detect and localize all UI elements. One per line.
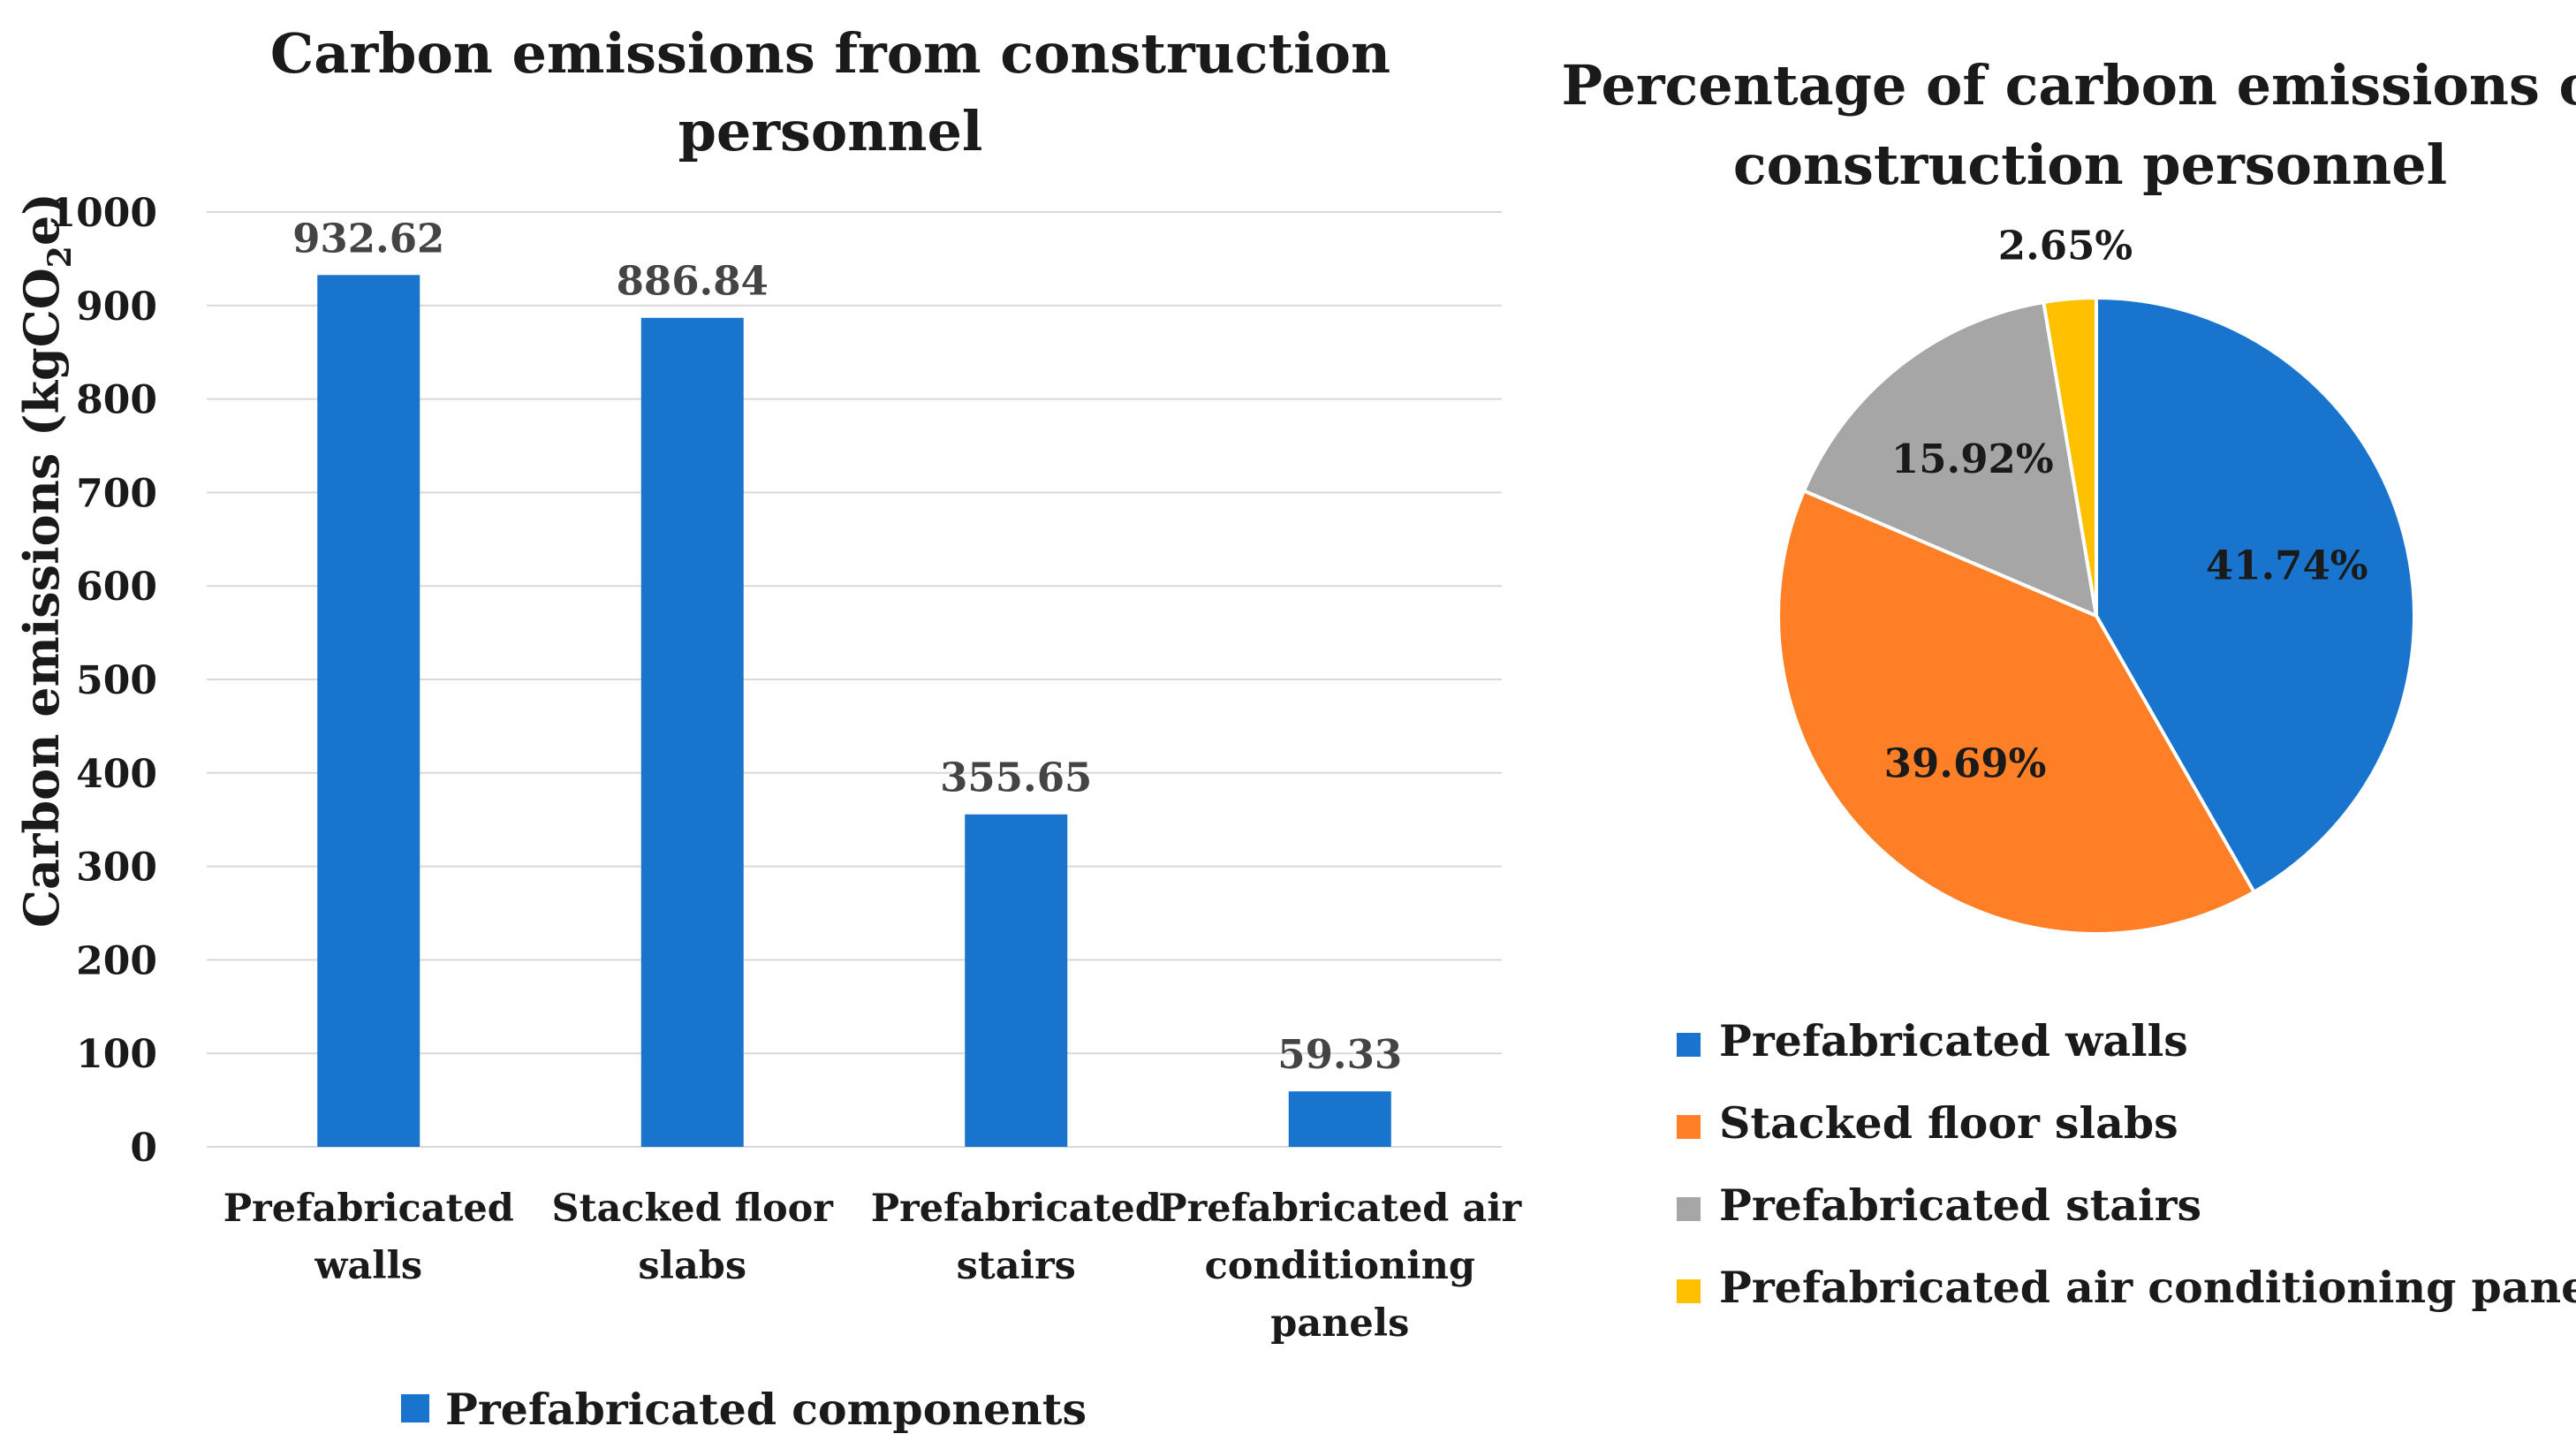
y-tick-label: 500 (76, 658, 157, 703)
x-category-label-line: Prefabricated (224, 1187, 514, 1231)
y-axis-label-subscript: 2 (42, 246, 79, 268)
pie-value-labels: 41.74% 39.69% 15.92% 2.65% (1884, 222, 2368, 786)
bar-data-labels: 932.62 886.84 355.65 59.33 (292, 215, 1402, 1078)
x-category-label-line: conditioning (1205, 1244, 1475, 1288)
y-tick-labels: 0 100 200 300 400 500 600 700 800 900 1000 (49, 191, 157, 1171)
y-axis-label-tail: e) (13, 193, 70, 246)
pie-slices (1777, 295, 2417, 937)
x-category-label-line: Prefabricated (871, 1187, 1162, 1231)
y-axis-label: Carbon emissions (kgCO2e) (13, 193, 79, 928)
bar-data-label: 886.84 (617, 258, 769, 305)
pie-legend-label: Prefabricated stairs (1719, 1180, 2201, 1231)
bars (317, 275, 1391, 1147)
bar-legend-swatch (401, 1394, 429, 1422)
bar-legend-label: Prefabricated components (445, 1384, 1087, 1435)
pie-legend-label: Prefabricated walls (1719, 1015, 2188, 1066)
x-category-label-line: slabs (638, 1244, 746, 1288)
y-tick-label: 200 (76, 938, 157, 983)
pie-chart-title-line-1: Percentage of carbon emissions of (1561, 53, 2576, 118)
bar-chart-title-line-2: personnel (678, 99, 983, 163)
pie-value-label: 41.74% (2206, 542, 2368, 589)
x-category-label: Prefabricated walls (224, 1187, 514, 1288)
pie-value-label: 39.69% (1884, 740, 2047, 787)
pie-legend-swatch (1677, 1115, 1701, 1139)
y-tick-label: 800 (76, 378, 157, 423)
pie-chart-title-line-2: construction personnel (1733, 133, 2447, 197)
y-tick-label: 0 (130, 1126, 157, 1171)
gridlines (207, 211, 1502, 1148)
y-tick-label: 100 (76, 1032, 157, 1077)
pie-legend-label: Stacked floor slabs (1719, 1097, 2178, 1149)
x-category-label-line: Stacked floor (552, 1187, 835, 1231)
x-category-label-line: stairs (957, 1244, 1076, 1288)
pie-chart: Percentage of carbon emissions of constr… (1561, 53, 2576, 1313)
pie-value-label: 2.65% (1998, 222, 2133, 269)
bar (1288, 1091, 1391, 1147)
y-tick-label: 1000 (49, 191, 157, 236)
bar (640, 317, 744, 1147)
pie-legend-swatch (1677, 1279, 1701, 1303)
pie-slice (1801, 300, 2099, 619)
pie-slice (2095, 295, 2417, 895)
y-tick-label: 400 (76, 752, 157, 797)
pie-slice (2042, 295, 2098, 617)
bar-chart: Carbon emissions from construction perso… (13, 21, 1523, 1435)
bar (317, 275, 420, 1147)
bar-data-label: 355.65 (940, 755, 1092, 801)
bar-data-label: 59.33 (1277, 1031, 1402, 1078)
y-tick-label: 900 (76, 284, 157, 330)
y-axis-label-main: Carbon emissions (kgCO (13, 268, 70, 928)
x-category-labels: Prefabricated walls Stacked floor slabs Pref… (224, 1187, 1523, 1346)
x-category-label-line: panels (1270, 1301, 1409, 1346)
x-category-label: Prefabricated stairs (871, 1187, 1162, 1288)
x-category-label-line: Prefabricated air (1158, 1187, 1522, 1231)
pie-slice (1777, 488, 2257, 937)
x-category-label: Prefabricated air conditioning panels (1158, 1187, 1522, 1346)
bar-data-label: 932.62 (292, 215, 444, 262)
x-category-label: Stacked floor slabs (552, 1187, 835, 1288)
pie-legend-swatch (1677, 1033, 1701, 1057)
pie-value-label: 15.92% (1891, 436, 2054, 482)
bar (965, 814, 1068, 1147)
pie-legend: Prefabricated walls Stacked floor slabs Pr… (1677, 1015, 2576, 1313)
bar-chart-title-line-1: Carbon emissions from construction (270, 21, 1390, 86)
bar-legend: Prefabricated components (401, 1384, 1087, 1435)
y-tick-label: 300 (76, 846, 157, 891)
pie-legend-label: Prefabricated air conditioning panels (1719, 1262, 2576, 1313)
y-tick-label: 600 (76, 565, 157, 610)
pie-legend-swatch (1677, 1197, 1701, 1221)
y-tick-label: 700 (76, 471, 157, 516)
x-category-label-line: walls (314, 1244, 422, 1288)
